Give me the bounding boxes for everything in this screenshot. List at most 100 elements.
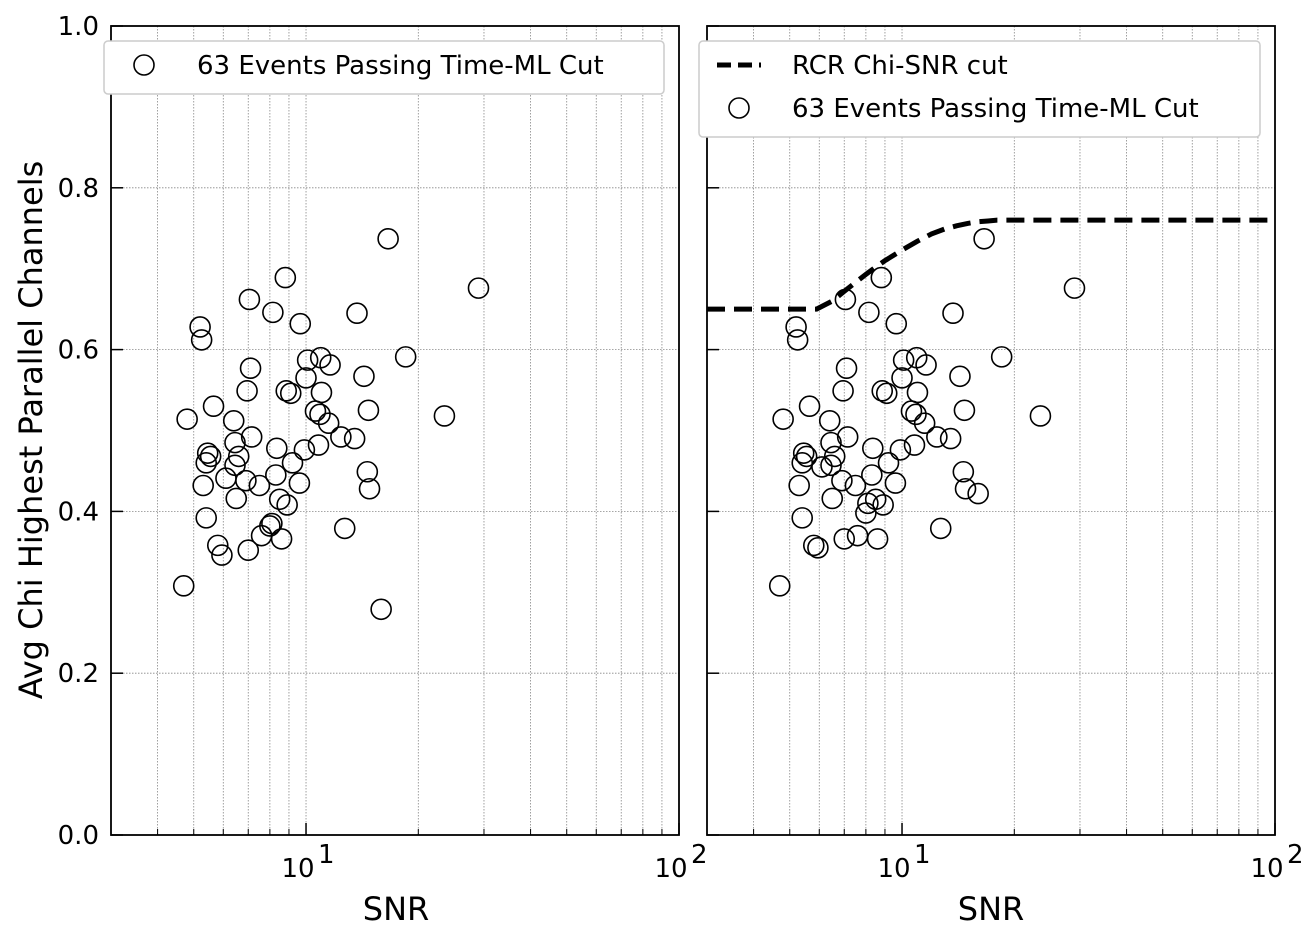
data-point	[259, 515, 281, 537]
x-tick-label: 10	[877, 854, 910, 884]
data-point	[967, 482, 989, 505]
data-point	[953, 399, 976, 422]
legend-box	[103, 40, 665, 95]
data-point	[872, 494, 894, 516]
data-point	[235, 469, 257, 492]
data-point	[891, 367, 913, 389]
data-point	[973, 227, 995, 250]
data-point	[795, 445, 818, 468]
data-point	[248, 474, 271, 497]
data-point	[820, 431, 842, 454]
data-point	[310, 381, 333, 404]
data-point	[844, 474, 867, 497]
data-point	[903, 434, 926, 456]
data-point	[818, 409, 841, 432]
data-point	[319, 354, 341, 376]
data-point	[798, 395, 821, 418]
data-point	[394, 346, 417, 368]
data-point	[433, 405, 456, 427]
data-point	[926, 426, 948, 448]
data-point	[270, 528, 293, 550]
data-point	[266, 437, 288, 460]
legend-entry-label: RCR Chi-SNR cut	[792, 51, 1008, 81]
data-point	[211, 544, 233, 566]
x-tick-exponent: 2	[691, 840, 708, 870]
x-tick-label: 10	[1250, 854, 1283, 884]
x-tick-exponent: 1	[318, 840, 335, 870]
data-point	[820, 454, 842, 477]
y-tick-label: 0.4	[58, 497, 99, 527]
data-point	[915, 354, 937, 376]
y-tick-label: 1.0	[58, 12, 99, 42]
data-point	[875, 382, 898, 405]
data-point	[279, 382, 302, 405]
data-point	[240, 426, 263, 448]
data-point	[202, 395, 225, 418]
data-point	[288, 472, 311, 494]
data-point	[262, 301, 284, 324]
data-point	[949, 365, 971, 388]
data-point	[792, 442, 815, 464]
data-point	[831, 469, 853, 492]
data-point	[788, 474, 810, 497]
data-point	[864, 488, 887, 511]
data-point	[276, 494, 298, 516]
data-point	[195, 452, 218, 474]
data-point	[206, 534, 229, 557]
cut-line	[707, 217, 1275, 312]
data-point	[309, 403, 331, 426]
x-axis-label-left: SNR	[363, 890, 429, 928]
legend-box	[698, 40, 1261, 138]
data-point	[227, 445, 250, 468]
data-point	[357, 399, 380, 422]
data-point	[954, 477, 977, 500]
data-point	[358, 477, 381, 500]
data-point	[377, 227, 399, 250]
x-tick-exponent: 2	[1287, 840, 1304, 870]
data-point	[892, 349, 915, 371]
legend-circle-marker	[728, 97, 750, 119]
data-point	[274, 266, 297, 289]
data-point	[1029, 405, 1052, 427]
data-point	[866, 528, 889, 550]
data-point	[877, 452, 900, 474]
data-point	[833, 528, 856, 550]
data-point	[236, 380, 258, 402]
data-point	[990, 346, 1013, 368]
data-point	[295, 367, 317, 389]
data-point	[861, 464, 883, 486]
data-point	[356, 460, 379, 483]
data-point	[289, 312, 312, 335]
data-point	[889, 439, 912, 461]
data-point	[307, 434, 330, 456]
y-axis-label: Avg Chi Highest Parallel Channels	[12, 161, 50, 700]
x-tick-label: 10	[654, 854, 687, 884]
data-point	[791, 507, 814, 529]
data-point	[238, 288, 261, 311]
data-point	[293, 439, 316, 461]
data-point	[225, 487, 248, 510]
data-point	[906, 381, 929, 404]
data-point	[884, 472, 907, 494]
y-tick-label: 0.8	[58, 174, 99, 204]
data-point	[786, 329, 809, 351]
data-point	[222, 409, 245, 432]
data-point	[836, 426, 859, 448]
data-point	[913, 412, 936, 435]
data-point	[275, 380, 298, 402]
plot-frame	[706, 25, 1276, 836]
data-point	[189, 316, 211, 338]
data-point	[768, 575, 791, 597]
data-point	[467, 277, 490, 299]
data-point	[821, 487, 844, 510]
legend-entry-label: 63 Events Passing Time-ML Cut	[197, 51, 604, 81]
y-tick-label: 0.6	[58, 336, 99, 366]
data-point	[834, 288, 857, 311]
data-point	[942, 302, 964, 324]
data-point	[885, 312, 908, 335]
data-point	[862, 437, 884, 460]
data-point	[196, 442, 219, 464]
data-point	[317, 412, 340, 435]
